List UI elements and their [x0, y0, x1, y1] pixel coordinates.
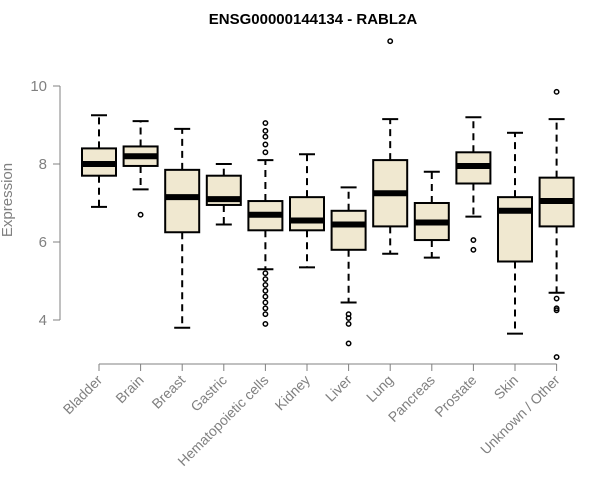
outlier-point — [553, 88, 560, 95]
box-group — [455, 116, 492, 253]
outlier-point — [553, 305, 560, 312]
x-tick-label: Lung — [363, 372, 396, 405]
outlier-point — [387, 38, 394, 45]
outlier-point — [262, 276, 269, 282]
box-group — [81, 114, 117, 208]
box — [289, 196, 325, 232]
y-axis-label: Expression — [0, 163, 16, 237]
outlier-point — [262, 311, 269, 318]
box-group — [330, 186, 367, 347]
outlier-point — [470, 237, 477, 244]
outlier-point — [262, 127, 269, 134]
outlier-point — [262, 149, 269, 156]
box — [330, 209, 367, 251]
outlier-point — [470, 246, 477, 253]
box — [497, 196, 533, 263]
box-group — [413, 170, 450, 259]
outlier-point — [345, 320, 352, 327]
chart-title: ENSG00000144134 - RABL2A — [209, 11, 418, 28]
y-tick-label: 8 — [39, 156, 47, 173]
outlier-point — [262, 287, 269, 294]
outlier-point — [262, 320, 269, 327]
box-group — [289, 153, 325, 269]
x-tick-label: Bladder — [60, 372, 106, 418]
outlier-point — [262, 305, 269, 312]
outlier-point — [137, 211, 144, 218]
boxes — [81, 38, 575, 360]
x-tick-label: Liver — [322, 372, 355, 405]
y-tick-label: 4 — [39, 312, 47, 329]
outlier-point — [262, 281, 269, 288]
x-tick-label: Unknown / Other — [477, 372, 563, 458]
x-tick-label: Brain — [112, 372, 146, 406]
x-tick-label: Skin — [491, 372, 522, 403]
box — [164, 168, 201, 234]
box-group — [497, 131, 533, 335]
outlier-point — [262, 270, 269, 277]
y-tick-label: 6 — [39, 234, 47, 251]
y-tick-label: 10 — [30, 78, 47, 95]
x-tick-label: Kidney — [272, 372, 314, 414]
outlier-point — [262, 299, 269, 306]
outlier-point — [345, 311, 352, 318]
x-tick-label: Breast — [148, 372, 188, 412]
outlier-point — [262, 120, 269, 127]
box-group — [247, 120, 284, 327]
y-axis: 4 6 8 10 — [30, 78, 61, 329]
box-group — [122, 120, 159, 218]
outlier-point — [345, 340, 352, 347]
outlier-point — [553, 295, 560, 302]
outlier-point — [262, 141, 269, 148]
box-group — [538, 88, 575, 360]
outlier-point — [262, 293, 269, 300]
outlier-point — [553, 354, 560, 360]
x-tick-label: Prostate — [431, 372, 479, 420]
box-group — [372, 38, 409, 255]
box-group — [205, 163, 242, 226]
box-group — [164, 127, 201, 329]
outlier-point — [262, 133, 269, 140]
